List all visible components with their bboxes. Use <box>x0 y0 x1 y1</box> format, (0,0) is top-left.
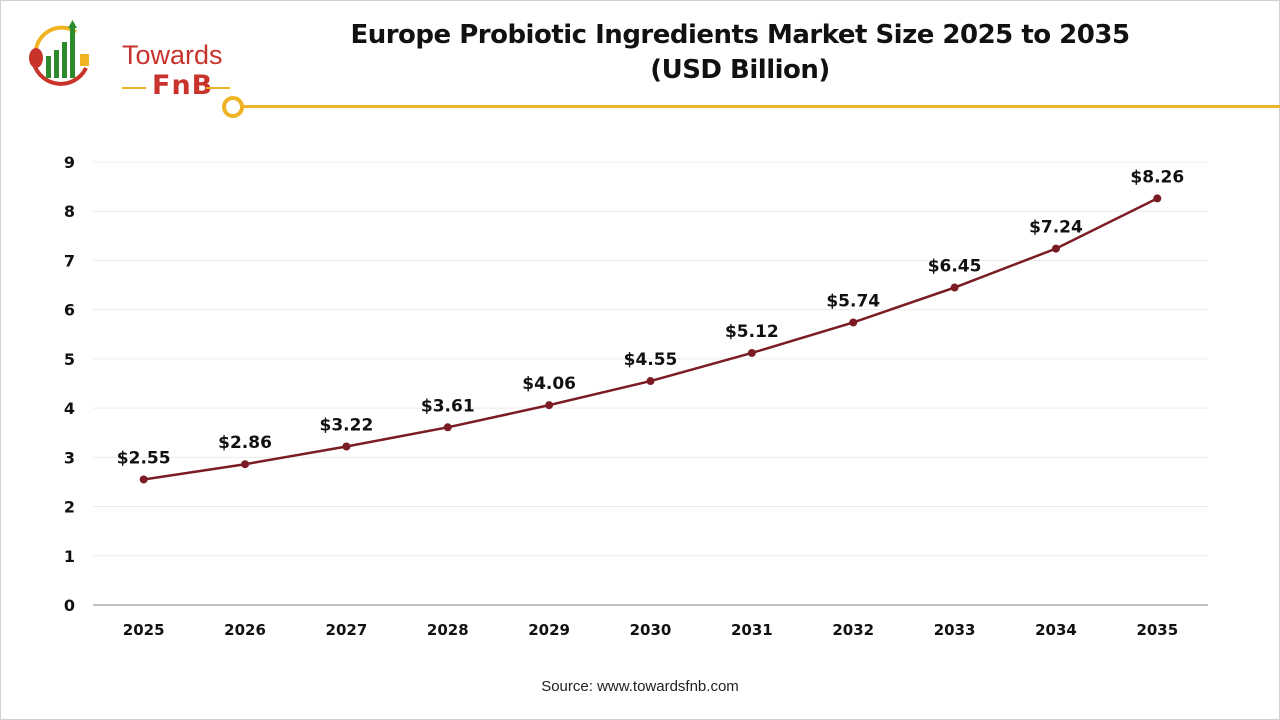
x-tick-label: 2025 <box>123 621 165 639</box>
source-note: Source: www.towardsfnb.com <box>541 678 739 695</box>
logo-text-fnb: FnB <box>152 70 214 101</box>
y-tick-label: 8 <box>64 202 75 221</box>
data-label: $4.55 <box>624 350 678 370</box>
data-label: $4.06 <box>522 374 576 394</box>
data-point <box>139 475 148 484</box>
y-tick-label: 7 <box>64 251 75 270</box>
title-accent-rule <box>232 105 1280 108</box>
data-point <box>545 401 554 410</box>
data-label: $3.61 <box>421 396 475 416</box>
logo-text-towards: Towards <box>122 40 223 70</box>
y-tick-label: 3 <box>64 448 75 467</box>
y-tick-label: 2 <box>64 498 75 517</box>
data-label: $5.74 <box>826 291 880 311</box>
data-label: $2.55 <box>117 448 171 468</box>
data-point <box>1051 244 1060 253</box>
y-tick-label: 9 <box>64 153 75 172</box>
data-point <box>747 348 756 357</box>
y-tick-label: 4 <box>64 399 75 418</box>
towards-fnb-logo: Towards FnB <box>24 18 230 101</box>
x-tick-label: 2026 <box>224 621 266 639</box>
data-point <box>241 460 250 469</box>
y-tick-label: 6 <box>64 301 75 320</box>
x-tick-label: 2035 <box>1136 621 1178 639</box>
data-label: $6.45 <box>928 257 982 277</box>
series-line <box>143 197 1158 481</box>
x-tick-label: 2031 <box>731 621 773 639</box>
data-point <box>443 423 452 432</box>
x-tick-label: 2029 <box>528 621 570 639</box>
data-point <box>950 283 959 292</box>
title-accent-ring-icon <box>222 96 244 118</box>
x-tick-label: 2032 <box>832 621 874 639</box>
logo-divider-right <box>206 87 230 89</box>
chart-title: Europe Probiotic Ingredients Market Size… <box>300 18 1180 88</box>
x-tick-label: 2033 <box>934 621 976 639</box>
x-tick-label: 2027 <box>326 621 368 639</box>
y-tick-label: 0 <box>64 596 75 615</box>
data-point <box>1153 194 1162 203</box>
chart-title-line1: Europe Probiotic Ingredients Market Size… <box>350 20 1130 50</box>
y-tick-label: 5 <box>64 350 75 369</box>
data-label: $7.24 <box>1029 218 1083 238</box>
y-tick-label: 1 <box>64 547 75 566</box>
x-tick-label: 2034 <box>1035 621 1077 639</box>
data-point <box>646 377 655 386</box>
logo-emblem-icon <box>29 20 89 86</box>
data-label: $3.22 <box>320 416 374 436</box>
data-point <box>849 318 858 327</box>
logo-divider-left <box>122 87 146 89</box>
data-point <box>342 442 351 451</box>
chart-title-line2: (USD Billion) <box>650 55 830 85</box>
data-label: $5.12 <box>725 322 779 342</box>
x-tick-label: 2028 <box>427 621 469 639</box>
data-label: $2.86 <box>218 433 272 453</box>
data-label: $8.26 <box>1130 167 1184 187</box>
x-tick-label: 2030 <box>630 621 672 639</box>
